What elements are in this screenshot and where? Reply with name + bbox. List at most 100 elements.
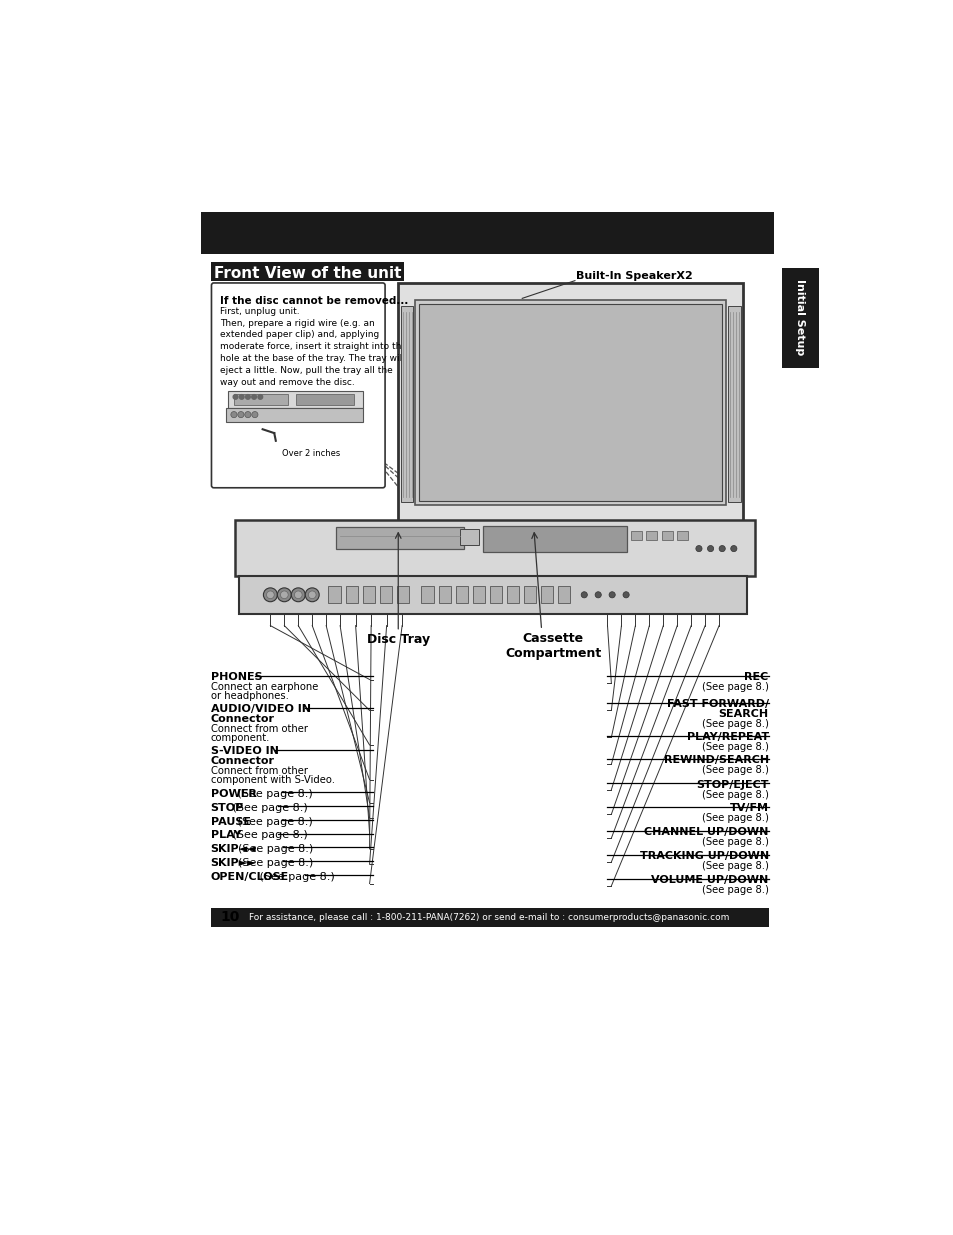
- Text: (See page 8.): (See page 8.): [701, 719, 768, 729]
- Bar: [506, 587, 518, 603]
- Text: (See page 8.): (See page 8.): [233, 789, 312, 799]
- Bar: [239, 576, 746, 614]
- Bar: [345, 587, 357, 603]
- Text: component with S-Video.: component with S-Video.: [211, 776, 335, 785]
- Text: STOP: STOP: [211, 803, 244, 813]
- Text: (See page 8.): (See page 8.): [233, 816, 312, 826]
- Bar: [211, 262, 404, 280]
- Bar: [226, 408, 363, 421]
- Circle shape: [608, 592, 615, 598]
- Text: Over 2 inches: Over 2 inches: [282, 448, 340, 457]
- FancyBboxPatch shape: [212, 283, 385, 488]
- Text: POWER: POWER: [211, 789, 256, 799]
- Text: (See page 8.): (See page 8.): [701, 814, 768, 824]
- Bar: [438, 587, 451, 603]
- Text: REC: REC: [743, 672, 768, 682]
- Text: SKIP►►: SKIP►►: [211, 858, 256, 868]
- Text: S-VIDEO IN: S-VIDEO IN: [211, 746, 278, 756]
- Text: STOP/EJECT: STOP/EJECT: [696, 779, 768, 789]
- Text: Connect from other: Connect from other: [211, 724, 308, 734]
- Text: PLAY/REPEAT: PLAY/REPEAT: [686, 732, 768, 742]
- Bar: [295, 394, 354, 405]
- Text: Built-In SpeakerX2: Built-In SpeakerX2: [576, 270, 693, 280]
- Bar: [335, 527, 464, 548]
- Circle shape: [245, 411, 251, 417]
- Circle shape: [622, 592, 629, 598]
- Text: VOLUME UP/DOWN: VOLUME UP/DOWN: [651, 876, 768, 885]
- Text: First, unplug unit.
Then, prepare a rigid wire (e.g. an
extended paper clip) and: First, unplug unit. Then, prepare a rigi…: [220, 306, 407, 387]
- Circle shape: [719, 546, 724, 552]
- Text: Front View of the unit: Front View of the unit: [213, 267, 401, 282]
- Circle shape: [239, 395, 244, 399]
- Text: component.: component.: [211, 734, 270, 743]
- Circle shape: [580, 592, 587, 598]
- Circle shape: [277, 588, 291, 601]
- Text: (See page 8.): (See page 8.): [701, 764, 768, 776]
- Text: AUDIO/VIDEO IN: AUDIO/VIDEO IN: [211, 704, 311, 714]
- Text: For assistance, please call : 1-800-211-PANA(7262) or send e-mail to : consumerp: For assistance, please call : 1-800-211-…: [249, 913, 728, 923]
- Text: (See page 8.): (See page 8.): [701, 861, 768, 871]
- Text: (See page 8.): (See page 8.): [229, 803, 308, 813]
- Bar: [540, 587, 553, 603]
- Text: Disc Tray: Disc Tray: [366, 634, 430, 646]
- Bar: [661, 531, 672, 540]
- Text: PAUSE: PAUSE: [211, 816, 251, 826]
- Bar: [523, 587, 536, 603]
- Circle shape: [266, 592, 274, 599]
- Bar: [456, 587, 468, 603]
- Text: or headphones.: or headphones.: [211, 692, 288, 701]
- Text: OPEN/CLOSE: OPEN/CLOSE: [211, 872, 289, 882]
- Bar: [328, 587, 340, 603]
- Text: CHANNEL UP/DOWN: CHANNEL UP/DOWN: [643, 827, 768, 837]
- Circle shape: [245, 395, 250, 399]
- Bar: [362, 587, 375, 603]
- Circle shape: [233, 395, 237, 399]
- Circle shape: [257, 395, 262, 399]
- Text: TRACKING UP/DOWN: TRACKING UP/DOWN: [639, 851, 768, 861]
- Text: (See page 8.): (See page 8.): [701, 789, 768, 799]
- Bar: [677, 531, 687, 540]
- Bar: [472, 587, 484, 603]
- Circle shape: [308, 592, 315, 599]
- Circle shape: [294, 592, 302, 599]
- Bar: [379, 587, 392, 603]
- Bar: [211, 908, 768, 926]
- Bar: [459, 530, 478, 545]
- Text: PLAY: PLAY: [211, 830, 241, 841]
- Text: (See page 8.): (See page 8.): [701, 885, 768, 895]
- Bar: [728, 306, 740, 503]
- Bar: [630, 531, 641, 540]
- Bar: [415, 300, 725, 505]
- Bar: [400, 306, 413, 503]
- Text: Connector: Connector: [211, 756, 274, 766]
- Text: (See page 8.): (See page 8.): [256, 872, 335, 882]
- Text: (See page 8.): (See page 8.): [701, 682, 768, 692]
- Text: Connect an earphone: Connect an earphone: [211, 682, 317, 692]
- Text: (See page 8.): (See page 8.): [238, 845, 313, 855]
- Bar: [421, 587, 434, 603]
- Text: REWIND/SEARCH: REWIND/SEARCH: [663, 755, 768, 764]
- Bar: [781, 268, 819, 368]
- Circle shape: [291, 588, 305, 601]
- Bar: [483, 526, 626, 552]
- Text: Connect from other: Connect from other: [211, 766, 308, 776]
- Text: (See page 8.): (See page 8.): [238, 858, 313, 868]
- Text: (See page 8.): (See page 8.): [701, 837, 768, 847]
- Text: Initial Setup: Initial Setup: [795, 279, 804, 356]
- Bar: [396, 587, 409, 603]
- Bar: [645, 531, 657, 540]
- Bar: [558, 587, 570, 603]
- Circle shape: [252, 411, 257, 417]
- Text: SEARCH: SEARCH: [718, 709, 768, 719]
- Bar: [418, 304, 721, 501]
- Text: TV/FM: TV/FM: [729, 804, 768, 814]
- Circle shape: [231, 411, 236, 417]
- Circle shape: [252, 395, 256, 399]
- Text: PHONES: PHONES: [211, 672, 262, 682]
- Bar: [200, 212, 773, 254]
- Bar: [233, 394, 288, 405]
- Circle shape: [305, 588, 319, 601]
- Text: Connector: Connector: [211, 714, 274, 724]
- Text: 10: 10: [220, 910, 239, 925]
- Bar: [397, 283, 742, 521]
